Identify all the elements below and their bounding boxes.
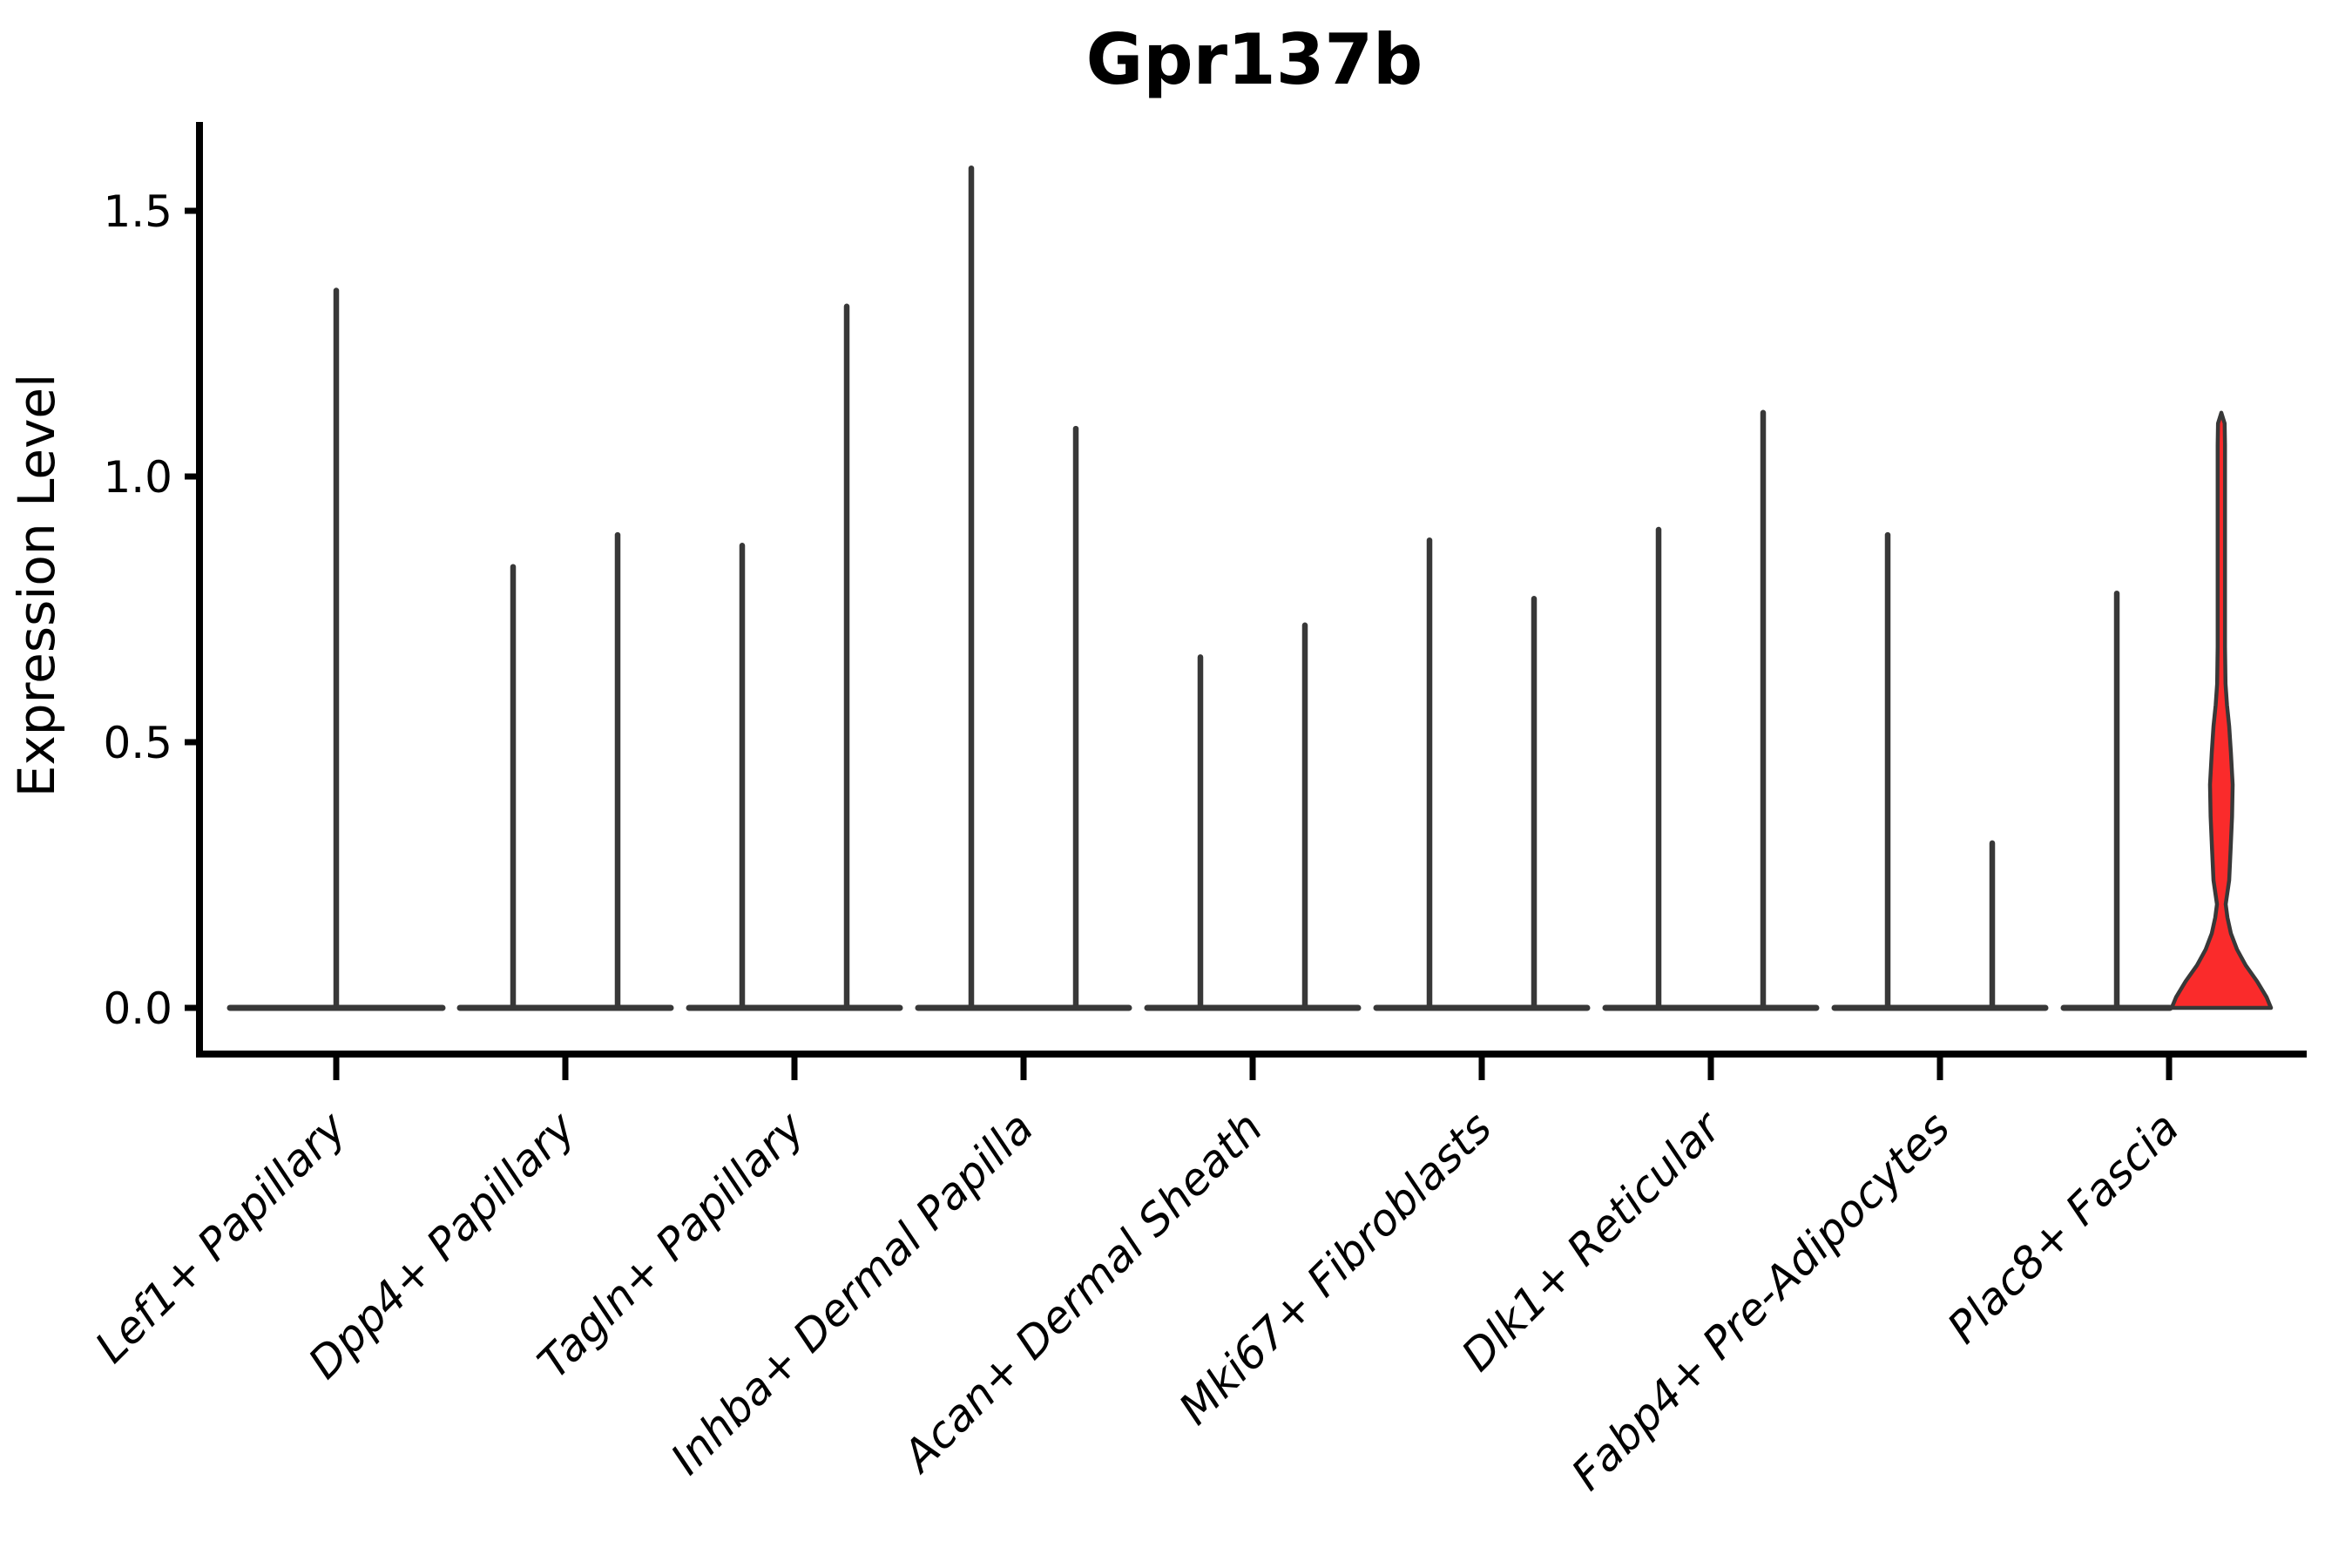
y-tick-label: 1.5 [103, 186, 172, 237]
y-tick-label: 0.0 [103, 983, 172, 1034]
x-tick-label: Acan+ Dermal Sheath [892, 1102, 1273, 1483]
y-ticks-layer: 0.0 0.5 1.0 1.5 [103, 186, 197, 1034]
x-tick-label: Lef1+ Papillary [85, 1101, 356, 1372]
violin-highlighted [2169, 410, 2274, 1010]
y-axis-label: Expression Level [7, 374, 66, 797]
y-tick-label: 1.0 [103, 452, 172, 503]
x-tick-label: Inhba+ Dermal Papilla [661, 1102, 1043, 1484]
x-tick-label: Fabp4+ Pre-Adipocytes [1562, 1102, 1960, 1500]
violins-layer [226, 165, 2274, 1011]
x-tick-label: Plac8+ Fascia [1938, 1102, 2189, 1353]
y-tick-label: 0.5 [103, 718, 172, 768]
plot-title: Gpr137b [1086, 19, 1423, 100]
